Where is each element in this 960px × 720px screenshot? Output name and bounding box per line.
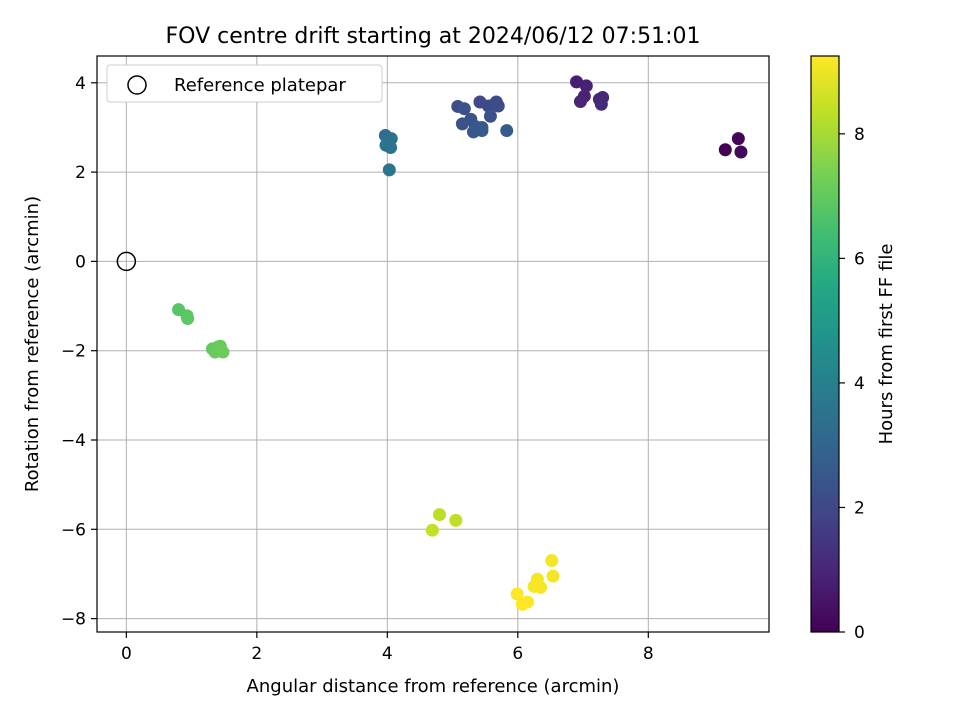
y-tick-label: −4 (61, 431, 86, 451)
legend-marker-icon (127, 75, 147, 95)
grid-lines (97, 56, 769, 632)
scatter-point (515, 597, 529, 611)
scatter-point (573, 95, 587, 109)
y-tick-label: 4 (75, 74, 86, 94)
chart-title: FOV centre drift starting at 2024/06/12 … (166, 24, 701, 49)
scatter-point (579, 79, 593, 93)
colorbar-tick-label: 2 (854, 498, 865, 518)
x-tick-label: 8 (643, 644, 654, 664)
x-axis-label: Angular distance from reference (arcmin) (247, 676, 620, 697)
colorbar-ticks: 0 2 4 6 8 (839, 125, 865, 643)
x-tick-label: 6 (512, 644, 523, 664)
reference-platepar-marker (116, 251, 137, 272)
scatter-point (734, 145, 748, 159)
colorbar-tick-label: 6 (854, 249, 865, 269)
scatter-point (384, 141, 398, 155)
colorbar-tick-label: 4 (854, 374, 865, 394)
x-tick-label: 2 (251, 644, 262, 664)
data-points (172, 75, 748, 611)
x-tick-label: 0 (121, 644, 132, 664)
scatter-point (546, 569, 560, 583)
scatter-point (545, 554, 559, 568)
scatter-point (510, 587, 524, 601)
scatter-point (433, 508, 447, 522)
y-axis-ticks: −8 −6 −4 −2 0 2 4 (61, 74, 97, 630)
legend: Reference platepar (106, 64, 383, 103)
colorbar-label: Hours from first FF file (876, 244, 897, 445)
scatter-point (500, 124, 514, 138)
y-tick-label: −6 (61, 520, 86, 540)
scatter-point (718, 143, 732, 157)
scatter-point (457, 102, 471, 116)
scatter-point (449, 513, 463, 527)
colorbar-tick-label: 0 (854, 623, 865, 643)
scatter-point (382, 163, 396, 177)
scatter-point (425, 523, 439, 537)
y-tick-label: −8 (61, 610, 86, 630)
scatter-point (570, 75, 584, 89)
scatter-point (181, 312, 195, 326)
scatter-point (731, 132, 745, 146)
scatter-point (483, 109, 497, 123)
scatter-point (491, 99, 505, 113)
scatter-point (455, 117, 469, 131)
scatter-point (475, 124, 489, 138)
colorbar-tick-label: 8 (854, 125, 865, 145)
y-tick-label: 2 (75, 163, 86, 183)
scatter-point (594, 97, 608, 111)
legend-box (106, 64, 383, 103)
plot-area-frame (96, 55, 770, 633)
x-tick-label: 4 (382, 644, 393, 664)
colorbar-gradient (810, 55, 840, 633)
x-axis-ticks: 0 2 4 6 8 (121, 632, 654, 664)
scatter-point (534, 580, 548, 594)
colorbar: 0 2 4 6 8 Hours from first FF file (810, 55, 897, 643)
legend-entry-reference-platepar: Reference platepar (174, 75, 346, 96)
y-tick-label: −2 (61, 342, 86, 362)
y-axis-label: Rotation from reference (arcmin) (22, 196, 43, 492)
y-tick-label: 0 (75, 252, 86, 272)
scatter-point (216, 345, 230, 359)
